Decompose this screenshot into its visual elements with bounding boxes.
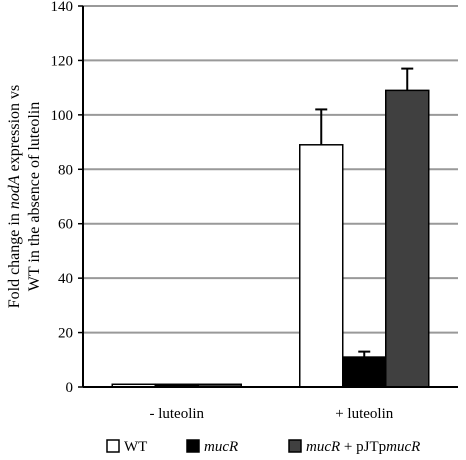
legend-label-1: mucR (204, 439, 238, 455)
y-axis-title-line-1: Fold change in nodA expression vs (6, 85, 23, 309)
bars (111, 89, 430, 388)
y-axis-title-line-1-part-2: expression vs (6, 85, 23, 176)
legend-swatch-2 (288, 439, 302, 453)
legend-label-0-part-0: WT (124, 439, 147, 455)
y-tick-label-140: 140 (51, 0, 74, 15)
legend-label-2: mucR + pJTpmucR (306, 439, 420, 455)
y-axis-title-line-1-part-1: nodA (6, 175, 23, 209)
bar-0-1 (299, 144, 344, 388)
bar-2-1 (385, 89, 430, 388)
y-axis-title: Fold change in nodA expression vs WT in t… (6, 85, 43, 309)
y-tick-label-100: 100 (51, 108, 74, 124)
gridlines (83, 5, 458, 334)
legend-item-1: mucR (186, 439, 238, 455)
category-label-1: + luteolin (335, 406, 394, 422)
y-tick-label-40: 40 (58, 271, 73, 287)
legend-label-2-part-1: + pJTp (340, 439, 386, 455)
legend-swatch-0 (106, 439, 120, 453)
legend: WT mucR mucR + pJTpmucR (106, 439, 420, 455)
legend-label-0: WT (124, 439, 147, 455)
error-bars (315, 67, 414, 358)
y-tick-label-60: 60 (58, 217, 73, 233)
y-tick-label-120: 120 (51, 53, 74, 69)
category-labels: - luteolin + luteolin (149, 406, 393, 422)
y-axis-title-line-1-part-0: Fold change in (6, 209, 23, 308)
y-axis-title-line-2: WT in the absence of luteolin (26, 102, 43, 291)
y-axis-title-group: Fold change in nodA expression vs WT in t… (6, 85, 43, 309)
legend-label-2-part-0: mucR (306, 439, 340, 455)
axes (78, 5, 458, 388)
y-tick-label-0: 0 (66, 380, 74, 396)
legend-label-1-part-0: mucR (204, 439, 238, 455)
legend-item-2: mucR + pJTpmucR (288, 439, 420, 455)
legend-item-0: WT (106, 439, 147, 455)
y-tick-label-80: 80 (58, 162, 73, 178)
category-label-0: - luteolin (149, 406, 204, 422)
y-tick-label-20: 20 (58, 326, 73, 342)
bar-1-1 (342, 356, 387, 388)
y-tick-labels: 0 20 40 60 80 100 120 140 (51, 0, 74, 396)
legend-swatch-1 (186, 439, 200, 453)
legend-label-2-part-2: mucR (386, 439, 420, 455)
